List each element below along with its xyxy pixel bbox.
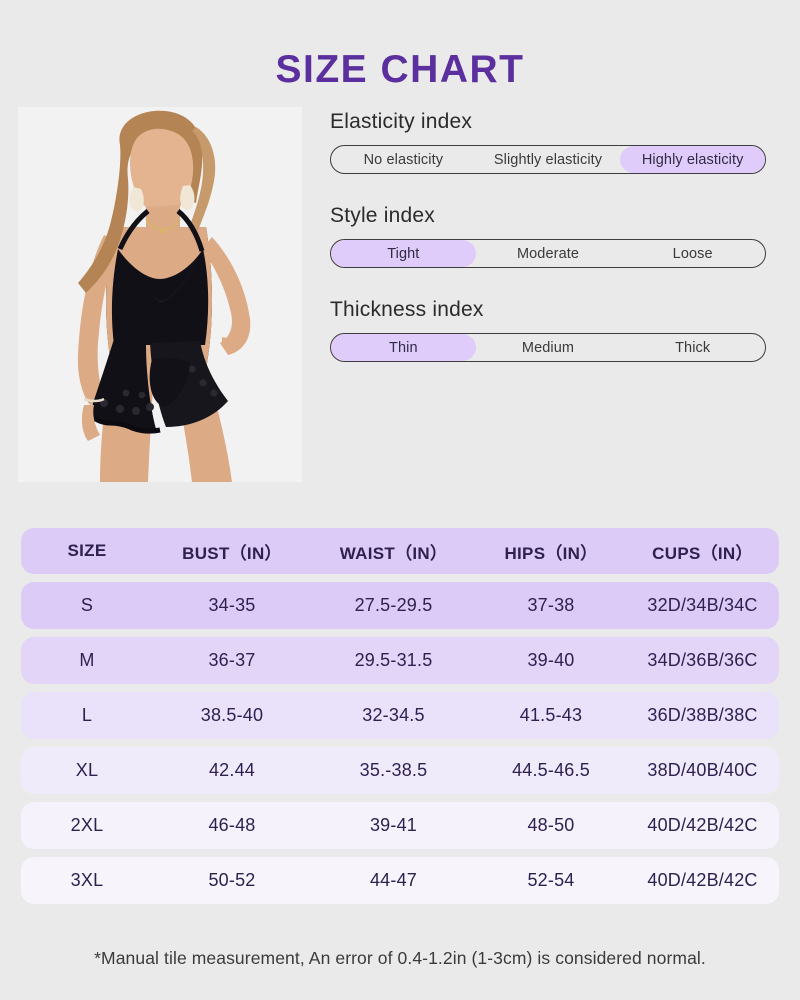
cell-bust: 46-48 — [208, 815, 256, 835]
style-option-tight[interactable]: Tight — [331, 240, 476, 267]
table-row: 3XL 50-52 44-47 52-54 40D/42B/42C — [21, 857, 779, 904]
cell-hips: 37-38 — [527, 595, 575, 615]
table-row: 2XL 46-48 39-41 48-50 40D/42B/42C — [21, 802, 779, 849]
cell-waist: 32-34.5 — [362, 705, 425, 725]
elasticity-index-block: Elasticity index No elasticity Slightly … — [330, 110, 800, 174]
cell-bust: 42.44 — [208, 760, 256, 780]
style-index-label: Style index — [330, 204, 435, 227]
header-cups: CUPS（IN） — [652, 543, 753, 563]
cell-bust: 36-37 — [208, 650, 256, 670]
product-photo — [0, 107, 320, 482]
style-option-moderate[interactable]: Moderate — [516, 245, 580, 262]
cell-hips: 48-50 — [527, 815, 575, 835]
header-size: SIZE — [67, 541, 107, 560]
elasticity-index-label: Elasticity index — [330, 110, 473, 133]
cell-waist: 29.5-31.5 — [354, 650, 433, 670]
measurement-note: *Manual tile measurement, An error of 0.… — [94, 948, 706, 968]
cell-hips: 52-54 — [527, 870, 575, 890]
cell-size: L — [81, 705, 93, 725]
header-hips: HIPS（IN） — [504, 543, 598, 563]
thickness-index-block: Thickness index Thin Medium Thick — [330, 298, 800, 362]
elasticity-option-slightly[interactable]: Slightly elasticity — [493, 151, 603, 168]
header-bust: BUST（IN） — [182, 543, 282, 563]
cell-cups: 34D/36B/36C — [647, 650, 758, 670]
table-row: S 34-35 27.5-29.5 37-38 32D/34B/34C — [21, 582, 779, 629]
thickness-option-thick[interactable]: Thick — [675, 339, 711, 356]
cell-size: M — [79, 650, 95, 670]
table-row: L 38.5-40 32-34.5 41.5-43 36D/38B/38C — [21, 692, 779, 739]
cell-cups: 36D/38B/38C — [647, 705, 758, 725]
thickness-index-pill[interactable]: Thin Medium Thick — [330, 333, 766, 362]
cell-waist: 27.5-29.5 — [354, 595, 433, 615]
cell-waist: 44-47 — [369, 870, 418, 890]
table-row: XL 42.44 35.-38.5 44.5-46.5 38D/40B/40C — [21, 747, 779, 794]
upper-section: Elasticity index No elasticity Slightly … — [0, 107, 800, 497]
table-row: M 36-37 29.5-31.5 39-40 34D/36B/36C — [21, 637, 779, 684]
thickness-option-thin[interactable]: Thin — [331, 334, 476, 361]
style-option-loose[interactable]: Loose — [672, 245, 713, 262]
cell-size: 3XL — [70, 870, 104, 890]
page-title: SIZE CHART — [275, 48, 525, 91]
cell-size: S — [80, 595, 94, 615]
index-column: Elasticity index No elasticity Slightly … — [320, 107, 800, 497]
cell-cups: 40D/42B/42C — [647, 870, 758, 890]
cell-bust: 50-52 — [208, 870, 256, 890]
cell-bust: 38.5-40 — [200, 705, 264, 725]
cell-hips: 39-40 — [527, 650, 575, 670]
cell-hips: 41.5-43 — [519, 705, 583, 725]
cell-size: 2XL — [70, 815, 104, 835]
cell-cups: 40D/42B/42C — [647, 815, 758, 835]
header-waist: WAIST（IN） — [339, 543, 448, 563]
elasticity-option-no[interactable]: No elasticity — [363, 151, 444, 168]
table-header-row: SIZE BUST（IN） WAIST（IN） HIPS（IN） CUPS（IN… — [21, 528, 779, 574]
style-index-block: Style index Tight Moderate Loose — [330, 204, 800, 268]
cell-bust: 34-35 — [208, 595, 256, 615]
thickness-index-label: Thickness index — [330, 298, 484, 321]
product-photo-column — [0, 107, 320, 497]
style-index-pill[interactable]: Tight Moderate Loose — [330, 239, 766, 268]
cell-waist: 35.-38.5 — [359, 760, 428, 780]
cell-cups: 38D/40B/40C — [647, 760, 758, 780]
cell-cups: 32D/34B/34C — [647, 595, 758, 615]
cell-size: XL — [75, 760, 99, 780]
elasticity-index-pill[interactable]: No elasticity Slightly elasticity Highly… — [330, 145, 766, 174]
size-table: SIZE BUST（IN） WAIST（IN） HIPS（IN） CUPS（IN… — [21, 528, 779, 912]
thickness-option-medium[interactable]: Medium — [521, 339, 575, 356]
cell-waist: 39-41 — [369, 815, 418, 835]
elasticity-option-highly[interactable]: Highly elasticity — [620, 146, 765, 173]
cell-hips: 44.5-46.5 — [512, 760, 590, 780]
